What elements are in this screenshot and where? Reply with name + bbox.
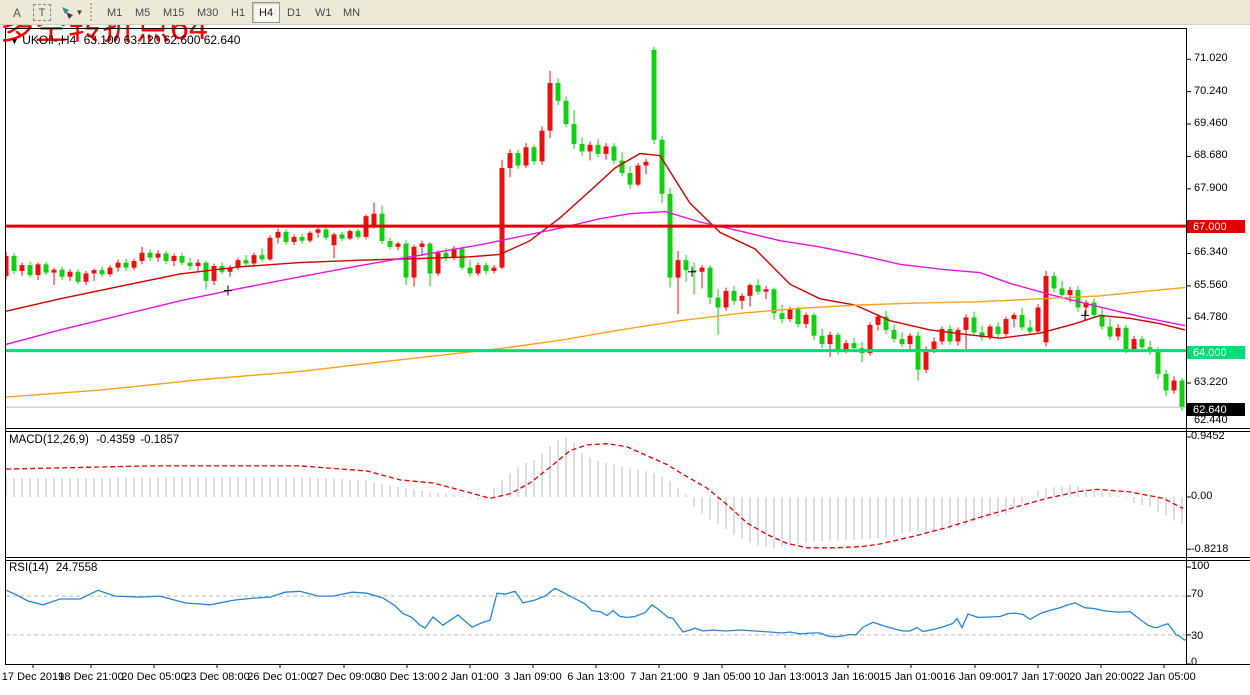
- macd-signal-value: -0.1857: [140, 434, 180, 446]
- time-label: 30 Dec 13:00: [374, 671, 440, 683]
- toolbar: A T ▼ M1 M5 M15 M30 H1 H4 D1 W1 MN: [0, 0, 1250, 25]
- macd-axis-tick: 0.9452: [1191, 430, 1225, 442]
- price-tick: 70.240: [1194, 85, 1228, 97]
- time-label: 23 Dec 08:00: [184, 671, 250, 683]
- time-label: 10 Jan 13:00: [753, 671, 817, 683]
- current-price-badge: 62.640: [1187, 403, 1245, 416]
- frame-left: [5, 28, 6, 665]
- price-tick: 65.560: [1194, 279, 1228, 291]
- time-label: 13 Jan 16:00: [816, 671, 880, 683]
- timeframe-button-m30[interactable]: M30: [197, 6, 219, 19]
- time-label: 2 Jan 01:00: [441, 671, 499, 683]
- price-tick: 71.020: [1194, 52, 1228, 64]
- text-tool-icon: T: [33, 4, 51, 21]
- rsi-axis-tick: 0: [1191, 656, 1198, 668]
- symbol-label: UKOil-,H4: [22, 33, 77, 47]
- arrow-text-tool-button[interactable]: A: [6, 2, 28, 23]
- macd-separator-top[interactable]: [5, 428, 1250, 429]
- time-label: 27 Dec 09:00: [311, 671, 377, 683]
- price-tick: 67.900: [1194, 182, 1228, 194]
- frame-axis-divider[interactable]: [1186, 28, 1187, 665]
- time-label: 22 Jan 05:00: [1132, 671, 1196, 683]
- rsi-axis-tick: 30: [1191, 630, 1204, 642]
- timeframe-button-d1[interactable]: D1: [287, 6, 302, 19]
- rsi-axis-tick: 70: [1191, 588, 1204, 600]
- price-tick: 62.440: [1194, 414, 1228, 426]
- timeframe-button-w1[interactable]: W1: [315, 6, 332, 19]
- time-label: 17 Dec 2019: [1, 671, 65, 683]
- timeframe-button-m1[interactable]: M1: [107, 6, 123, 19]
- price-tick: 64.780: [1194, 311, 1228, 323]
- time-axis-divider: [5, 664, 1250, 665]
- rsi-indicator-label: RSI(14) 24.7558: [9, 562, 98, 574]
- rsi-separator-top[interactable]: [5, 557, 1250, 558]
- time-label: 20 Jan 20:00: [1069, 671, 1133, 683]
- price-tick: 69.460: [1194, 117, 1228, 129]
- time-label: 18 Dec 21:00: [58, 671, 124, 683]
- letter-a-icon: A: [12, 5, 21, 20]
- time-label: 6 Jan 13:00: [567, 671, 625, 683]
- hline-price-badge-67: 67.000: [1187, 220, 1245, 233]
- rsi-separator-bottom[interactable]: [5, 560, 1250, 561]
- macd-indicator-label: MACD(12,26,9) -0.4359 -0.1857: [9, 434, 180, 446]
- hline-price-badge-64: 64.000: [1187, 346, 1245, 359]
- time-label: 20 Dec 05:00: [121, 671, 187, 683]
- timeframe-button-m5[interactable]: M5: [135, 6, 151, 19]
- text-label-tool-button[interactable]: T: [30, 2, 54, 23]
- time-label: 26 Dec 01:00: [247, 671, 313, 683]
- macd-separator-bottom[interactable]: [5, 431, 1250, 432]
- timeframe-button-h1[interactable]: H1: [231, 6, 246, 19]
- toolbar-grip[interactable]: [90, 3, 95, 21]
- rsi-axis-tick: 100: [1191, 560, 1210, 572]
- timeframe-button-h4[interactable]: H4: [252, 2, 281, 23]
- macd-axis-tick: -0.8218: [1191, 543, 1229, 555]
- arrows-icon: [61, 6, 74, 19]
- time-label: 15 Jan 01:00: [879, 671, 943, 683]
- price-tick: 68.680: [1194, 149, 1228, 161]
- price-tick: 63.220: [1194, 376, 1228, 388]
- chart-title[interactable]: ▼ UKOil-,H4 63.100 63.120 62.600 62.640: [10, 33, 240, 47]
- macd-axis-tick: 0.00: [1191, 490, 1213, 502]
- timeframe-button-m15[interactable]: M15: [163, 6, 185, 19]
- time-label: 3 Jan 09:00: [504, 671, 562, 683]
- cursor-mode-button[interactable]: ▼: [56, 2, 88, 23]
- time-label: 7 Jan 21:00: [630, 671, 688, 683]
- timeframe-button-mn[interactable]: MN: [343, 6, 361, 19]
- time-label: 16 Jan 09:00: [943, 671, 1007, 683]
- time-label: 17 Jan 17:00: [1006, 671, 1070, 683]
- chevron-down-icon: ▼: [10, 36, 19, 46]
- macd-main-value: -0.4359: [96, 434, 136, 446]
- rsi-value: 24.7558: [55, 562, 98, 574]
- ohlc-values: 63.100 63.120 62.600 62.640: [83, 33, 241, 47]
- frame-top: [5, 28, 1186, 29]
- price-tick: 66.340: [1194, 246, 1228, 258]
- time-label: 9 Jan 05:00: [693, 671, 751, 683]
- chevron-down-icon: ▼: [75, 8, 84, 17]
